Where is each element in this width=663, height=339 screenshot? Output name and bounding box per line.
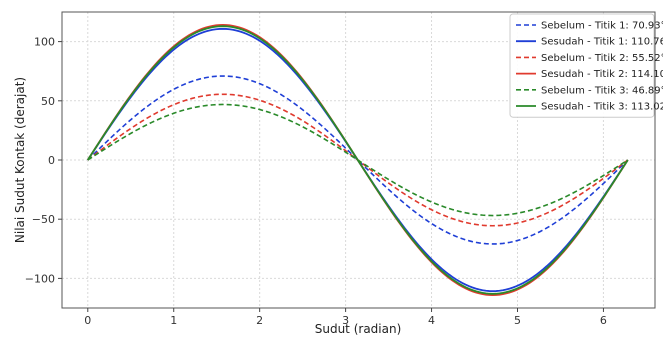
series-layer	[87, 24, 629, 296]
x-axis: 0 1 2 3 4 5 6	[84, 308, 607, 327]
legend: Sebelum - Titik 1: 70.93° Sesudah - Titik…	[509, 13, 663, 118]
legend-item-label: Sesudah - Titik 1: 110.76	[541, 37, 663, 48]
y-tick-label: −50	[32, 213, 55, 226]
x-axis-label: Sudut (radian)	[315, 322, 402, 336]
x-tick-label: 4	[428, 314, 435, 327]
legend-item-label: Sesudah - Titik 2: 114.10	[541, 69, 663, 80]
legend-item-label: Sesudah - Titik 3: 113.02	[541, 102, 663, 113]
x-tick-label: 5	[514, 314, 521, 327]
x-tick-label: 3	[342, 314, 349, 327]
x-tick-label: 1	[170, 314, 177, 327]
legend-box	[509, 13, 655, 118]
series-line-1	[87, 75, 629, 245]
legend-item-label: Sebelum - Titik 3: 46.89°	[541, 85, 663, 96]
legend-item-label: Sebelum - Titik 2: 55.52°	[541, 53, 663, 64]
y-axis-label: Nilai Sudut Kontak (derajat)	[13, 77, 27, 243]
y-tick-label: 50	[41, 95, 55, 108]
x-tick-label: 0	[84, 314, 91, 327]
x-tick-label: 6	[600, 314, 607, 327]
x-tick-label: 2	[256, 314, 263, 327]
y-axis: −100 −50 0 50 100	[25, 36, 62, 285]
y-tick-label: 100	[34, 36, 55, 49]
y-tick-label: 0	[48, 154, 55, 167]
y-tick-label: −100	[25, 272, 55, 285]
series-line-6	[87, 25, 629, 295]
legend-item-label: Sebelum - Titik 1: 70.93°	[541, 21, 663, 32]
